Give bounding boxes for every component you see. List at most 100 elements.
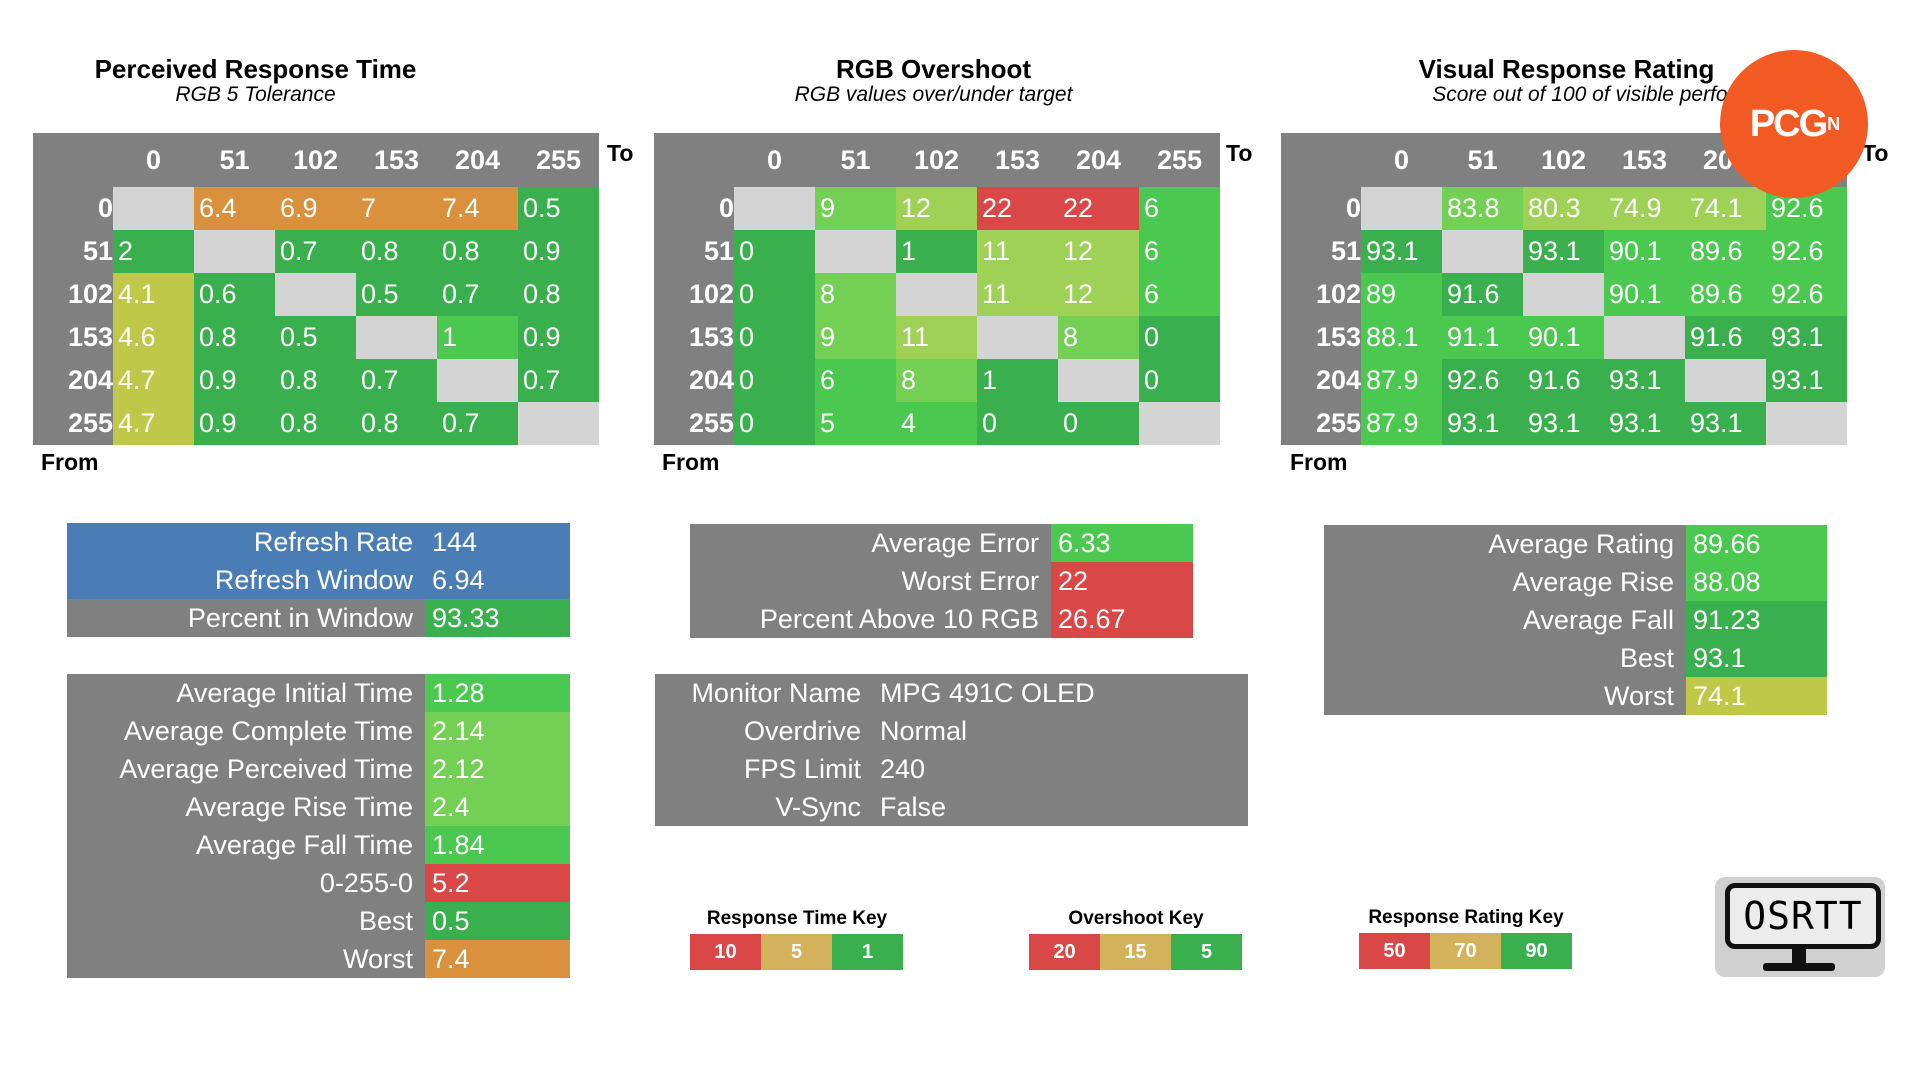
stat-row: Average Perceived Time 2.12: [67, 750, 570, 788]
stat-value: 240: [873, 750, 1248, 788]
stat-value: 1.84: [425, 826, 570, 864]
stat-row: Best 93.1: [1324, 639, 1827, 677]
heatmap-cell: [113, 187, 194, 230]
stat-value: 6.33: [1051, 524, 1193, 562]
heatmap-cell: [1766, 402, 1847, 445]
stat-row: Average Fall 91.23: [1324, 601, 1827, 639]
stat-row: Overdrive Normal: [655, 712, 1248, 750]
heatmap-to-label: To: [1862, 140, 1889, 166]
heatmap-row-header: 51: [1281, 230, 1361, 273]
heatmap-cell: 1: [437, 316, 518, 359]
heatmap-cell: [518, 402, 599, 445]
heatmap-cell: 74.1: [1685, 187, 1766, 230]
heatmap-cell: 91.1: [1442, 316, 1523, 359]
heatmap-cell: 90.1: [1604, 230, 1685, 273]
stat-label: Monitor Name: [655, 674, 873, 712]
heatmap-cell: 93.1: [1361, 230, 1442, 273]
heatmap-cell: [437, 359, 518, 402]
heatmap-cell: 11: [896, 316, 977, 359]
heatmap-title-response-time: Perceived Response Time: [94, 54, 417, 84]
heatmap-cell: 92.6: [1766, 230, 1847, 273]
stat-label: Average Complete Time: [67, 712, 425, 750]
stat-value: 7.4: [425, 940, 570, 978]
stat-label: Best: [67, 902, 425, 940]
heatmap-from-label: From: [662, 449, 720, 475]
stat-row: Refresh Window 6.94: [67, 561, 570, 599]
heatmap-row-header: 102: [654, 273, 734, 316]
stat-label: Average Perceived Time: [67, 750, 425, 788]
heatmap-row-header: 153: [654, 316, 734, 359]
stat-value: 6.94: [425, 561, 570, 599]
heatmap-cell: 4.7: [113, 402, 194, 445]
heatmap-col-header: 255: [1139, 133, 1220, 187]
stat-label: Worst: [1324, 677, 1686, 715]
key-cell: 5: [761, 934, 832, 970]
heatmap-col-header: 255: [518, 133, 599, 187]
heatmap-cell: 7.4: [437, 187, 518, 230]
stat-value: 2.4: [425, 788, 570, 826]
osrtt-logo-text: OSRTT: [1725, 883, 1881, 949]
heatmap-col-header: 51: [194, 133, 275, 187]
stat-label: Worst Error: [690, 562, 1051, 600]
heatmap-cell: 0: [1058, 402, 1139, 445]
heatmap-cell: 0.8: [356, 402, 437, 445]
heatmap-cell: 89.6: [1685, 273, 1766, 316]
heatmap-cell: 0.7: [437, 273, 518, 316]
response-rating-key: Response Rating Key 50 70 90: [1359, 907, 1573, 969]
heatmap-corner: [654, 133, 734, 187]
stat-row: Worst Error 22: [690, 562, 1193, 600]
key-title: Response Time Key: [706, 908, 888, 929]
heatmap-cell: [1604, 316, 1685, 359]
stat-row: Average Error 6.33: [690, 524, 1193, 562]
heatmap-subtitle-response-time: RGB 5 Tolerance: [175, 83, 336, 106]
heatmap-cell: 0: [1139, 359, 1220, 402]
heatmap-cell: 0.9: [518, 230, 599, 273]
heatmap-cell: 93.1: [1442, 402, 1523, 445]
heatmap-cell: 0.9: [194, 359, 275, 402]
key-cell: 20: [1029, 934, 1100, 970]
stat-label: Average Rise Time: [67, 788, 425, 826]
heatmap-row-header: 102: [1281, 273, 1361, 316]
stat-value: False: [873, 788, 1248, 826]
heatmap-cell: 12: [1058, 273, 1139, 316]
stat-row: Average Rise Time 2.4: [67, 788, 570, 826]
heatmap-corner: [1281, 133, 1361, 187]
heatmap-cell: 93.1: [1523, 230, 1604, 273]
heatmap-cell: [896, 273, 977, 316]
heatmap-cell: 1: [896, 230, 977, 273]
heatmap-cell: 0.9: [518, 316, 599, 359]
heatmap-row-header: 153: [33, 316, 113, 359]
monitor-info-table: Monitor Name MPG 491C OLED Overdrive Normal…: [655, 674, 1248, 826]
stat-label: Average Fall: [1324, 601, 1686, 639]
heatmap-cell: [1361, 187, 1442, 230]
heatmap-col-header: 0: [1361, 133, 1442, 187]
heatmap-rating: 051102153204255083.880.374.974.192.65193…: [1281, 133, 1847, 445]
heatmap-to-label: To: [1226, 140, 1253, 166]
heatmap-cell: 4.6: [113, 316, 194, 359]
heatmap-cell: 74.9: [1604, 187, 1685, 230]
heatmap-cell: [1139, 402, 1220, 445]
heatmap-row-header: 255: [654, 402, 734, 445]
heatmap-cell: 93.1: [1604, 402, 1685, 445]
heatmap-cell: 11: [977, 273, 1058, 316]
stat-value: 74.1: [1686, 677, 1827, 715]
heatmap-cell: 0: [977, 402, 1058, 445]
stat-value: 144: [425, 523, 570, 561]
heatmap-row-header: 51: [33, 230, 113, 273]
stat-label: Average Error: [690, 524, 1051, 562]
stat-value: 1.28: [425, 674, 570, 712]
stat-value: 22: [1051, 562, 1193, 600]
response-time-key: Response Time Key 10 5 1: [690, 908, 904, 970]
heatmap-cell: 6: [1139, 187, 1220, 230]
heatmap-row-header: 102: [33, 273, 113, 316]
heatmap-cell: 88.1: [1361, 316, 1442, 359]
heatmap-col-header: 102: [1523, 133, 1604, 187]
stat-label: Best: [1324, 639, 1686, 677]
stat-row: Average Fall Time 1.84: [67, 826, 570, 864]
heatmap-col-header: 0: [734, 133, 815, 187]
stat-value: 91.23: [1686, 601, 1827, 639]
heatmap-cell: 6: [1139, 273, 1220, 316]
heatmap-cell: 90.1: [1523, 316, 1604, 359]
stat-label: Percent Above 10 RGB: [690, 600, 1051, 638]
heatmap-col-header: 204: [1058, 133, 1139, 187]
